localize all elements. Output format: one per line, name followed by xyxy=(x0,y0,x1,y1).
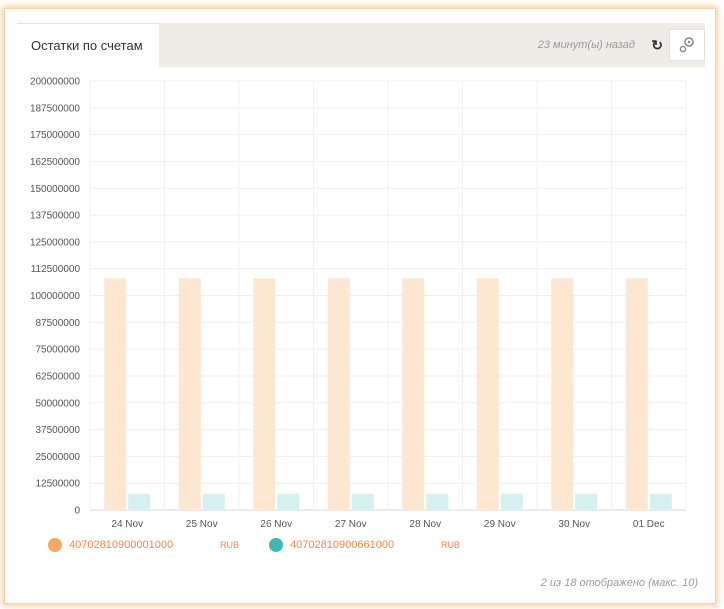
legend-currency-2: RUB xyxy=(441,540,461,550)
bar-series-1 xyxy=(476,278,499,510)
legend-dot-2 xyxy=(269,538,283,552)
y-tick-label: 100000000 xyxy=(30,291,80,302)
y-tick-label: 137500000 xyxy=(30,211,80,222)
last-updated-text: 23 минут(ы) назад xyxy=(537,39,635,51)
y-tick-label: 175000000 xyxy=(30,130,80,141)
bar-series-2 xyxy=(500,493,523,510)
gears-icon xyxy=(679,37,694,53)
legend-item-2[interactable]: 40702810900661000 RUB xyxy=(269,538,460,552)
bar-series-2 xyxy=(649,493,672,510)
legend-item-1[interactable]: 40702810900001000 RUB xyxy=(48,538,239,552)
bar-series-2 xyxy=(575,493,598,510)
legend-currency-1: RUB xyxy=(220,540,240,550)
widget-header: Остатки по счетам 23 минут(ы) назад ↻ xyxy=(17,23,705,67)
bar-series-2 xyxy=(277,493,300,510)
widget-title-tab[interactable]: Остатки по счетам xyxy=(17,23,159,67)
x-tick-label: 25 Nov xyxy=(186,519,218,530)
x-tick-label: 29 Nov xyxy=(484,519,516,530)
bar-series-1 xyxy=(178,278,201,510)
x-tick-label: 24 Nov xyxy=(111,519,143,530)
y-tick-label: 25000000 xyxy=(36,452,81,463)
x-tick-label: 30 Nov xyxy=(558,519,590,530)
shown-count-text: 2 из 18 отображено (макс. 10) xyxy=(540,577,698,589)
bar-series-1 xyxy=(253,278,276,510)
x-tick-label: 27 Nov xyxy=(335,519,367,530)
x-tick-label: 26 Nov xyxy=(260,519,292,530)
bar-series-1 xyxy=(402,278,425,510)
y-tick-label: 162500000 xyxy=(30,157,80,168)
y-tick-label: 12500000 xyxy=(36,479,81,490)
y-tick-label: 150000000 xyxy=(30,184,80,195)
y-tick-label: 37500000 xyxy=(36,425,81,436)
legend-account-2: 40702810900661000 xyxy=(290,539,395,551)
x-tick-label: 28 Nov xyxy=(409,519,441,530)
legend-dot-1 xyxy=(48,538,62,552)
legend-account-1: 40702810900001000 xyxy=(69,539,174,551)
y-tick-label: 0 xyxy=(74,506,80,517)
refresh-icon[interactable]: ↻ xyxy=(651,37,663,53)
bar-series-2 xyxy=(351,493,374,510)
x-tick-label: 01 Dec xyxy=(633,519,665,530)
bar-series-2 xyxy=(426,493,449,510)
y-tick-label: 62500000 xyxy=(36,371,81,382)
bar-series-1 xyxy=(327,278,350,510)
y-tick-label: 200000000 xyxy=(30,77,80,88)
y-tick-label: 187500000 xyxy=(30,103,80,114)
bar-series-2 xyxy=(202,493,225,510)
y-tick-label: 50000000 xyxy=(36,398,81,409)
bar-series-1 xyxy=(104,278,127,510)
y-tick-label: 112500000 xyxy=(31,264,81,275)
y-tick-label: 75000000 xyxy=(36,345,81,356)
settings-button[interactable] xyxy=(669,29,705,61)
bar-series-1 xyxy=(551,278,574,510)
y-tick-label: 87500000 xyxy=(36,318,81,329)
bar-series-1 xyxy=(625,278,648,510)
y-tick-label: 125000000 xyxy=(30,237,80,248)
bar-series-2 xyxy=(128,493,151,510)
